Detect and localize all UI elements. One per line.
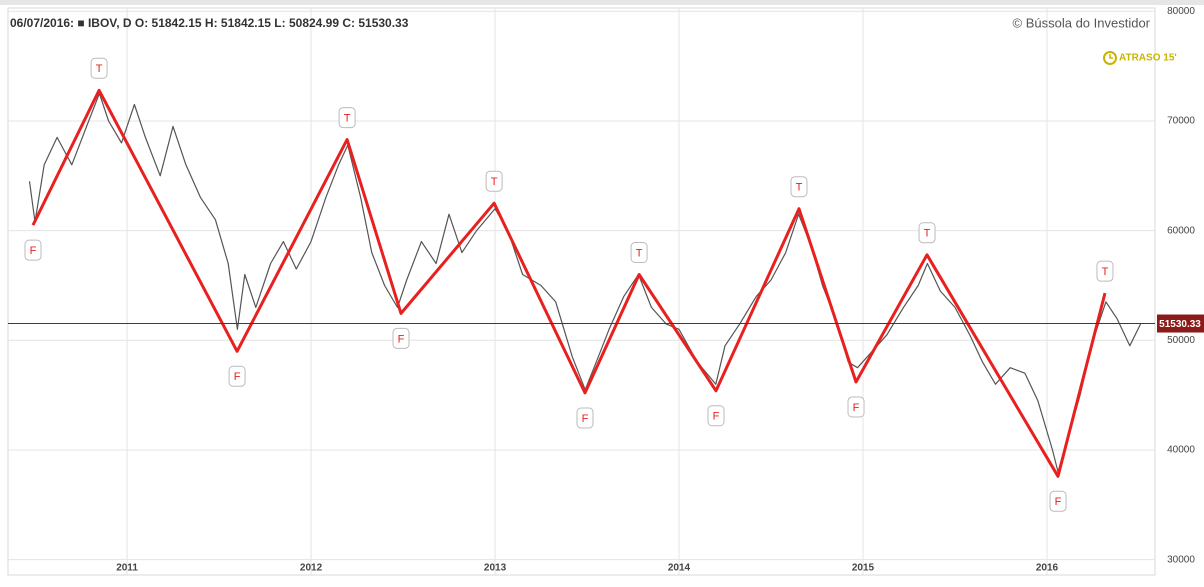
header: 06/07/2016: ■ IBOV, D O: 51842.15 H: 518… [10,16,409,30]
point-label: T [491,176,498,188]
point-label-box [24,239,42,261]
x-tick-label: 2013 [484,563,507,574]
y-tick-label: 80000 [1167,6,1195,17]
point-label-box [847,396,865,418]
point-label: T [96,63,103,75]
y-tick-label: 50000 [1167,335,1195,346]
delay-badge: ATRASO 15' [1119,53,1177,64]
point-label: F [853,402,860,414]
point-label: F [234,371,241,383]
point-label-box [90,57,108,79]
point-label-box [790,176,808,198]
point-label-box [228,365,246,387]
price-line [28,92,1142,473]
x-tick-label: 2015 [852,563,875,574]
point-label: T [636,247,643,259]
grid [8,8,1155,575]
x-tick-label: 2012 [300,563,323,574]
point-label: F [713,411,720,423]
point-label-box [576,407,594,429]
point-label-box [1049,490,1067,512]
y-tick-label: 40000 [1167,445,1195,456]
point-label: T [924,228,931,240]
clock-icon [1103,51,1117,65]
point-label-box [918,222,936,244]
y-tick-label: 30000 [1167,554,1195,565]
point-label: T [1102,266,1109,278]
point-label-box [630,242,648,264]
top-border [0,0,1204,5]
point-label: F [1055,496,1062,508]
point-label-box [338,107,356,129]
point-label-box [707,405,725,427]
point-label-box [485,170,503,192]
plot-frame [7,7,1156,576]
x-tick-label: 2016 [1036,563,1059,574]
marks: F T F T F T F T F T F T F T [8,57,1155,512]
point-label: T [344,113,351,125]
point-label: F [398,333,405,345]
clock-hands [1109,54,1113,59]
y-tick-label: 70000 [1167,116,1195,127]
x-tick-label: 2011 [116,563,138,574]
last-price-box [1157,314,1204,333]
zigzag-line [31,88,1107,478]
point-label-box [392,327,410,349]
y-tick-label: 60000 [1167,225,1195,236]
last-price-label: 51530.33 [1159,319,1201,330]
point-label: T [796,182,803,194]
copyright: © Bússola do Investidor [1013,15,1151,30]
x-tick-label: 2014 [668,563,691,574]
point-label: F [582,413,589,425]
point-label: F [30,245,37,257]
point-label-box [1096,260,1114,282]
